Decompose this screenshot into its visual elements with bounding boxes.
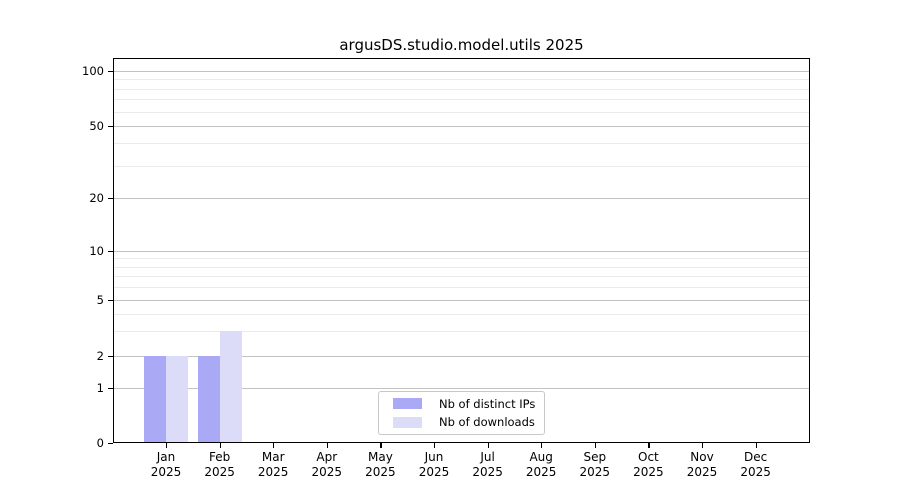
legend-entry-distinct-ips: Nb of distinct IPs [393, 397, 544, 411]
gridline-minor [113, 79, 810, 81]
y-tick-label: 0 [96, 436, 104, 450]
gridline-minor [113, 266, 810, 268]
gridline-minor [113, 258, 810, 260]
y-tick-mark [108, 356, 113, 358]
x-tick-label: Dec 2025 [723, 450, 789, 480]
x-tick-month: Jan [156, 450, 176, 464]
x-tick-month: Jun [424, 450, 444, 464]
x-tick-month: Feb [208, 450, 231, 464]
x-tick-mark [541, 443, 543, 448]
x-tick-label: Jan 2025 [133, 450, 199, 480]
x-tick-month: Dec [743, 450, 768, 464]
bar-downloads [166, 356, 188, 443]
y-tick-label: 2 [96, 349, 104, 363]
x-tick-label: Aug 2025 [508, 450, 574, 480]
gridline-major [113, 71, 810, 72]
x-tick-year: 2025 [311, 465, 343, 479]
x-tick-label: Jun 2025 [401, 450, 467, 480]
y-tick-label: 5 [96, 293, 104, 307]
bar-downloads [219, 331, 242, 443]
x-tick-month: Apr [316, 450, 338, 464]
y-tick-mark [108, 387, 113, 389]
gridline-minor [113, 276, 810, 278]
x-tick-year: 2025 [525, 465, 557, 479]
x-tick-year: 2025 [686, 465, 718, 479]
gridline-minor [113, 143, 810, 145]
legend-label-distinct-ips: Nb of distinct IPs [439, 396, 536, 411]
x-tick-month: Sep [583, 450, 607, 464]
y-tick-label: 10 [89, 244, 104, 258]
x-tick-mark [166, 443, 168, 448]
x-tick-mark [648, 443, 650, 448]
gridline-major [113, 197, 810, 199]
x-tick-label: Sep 2025 [562, 450, 628, 480]
x-tick-month: Nov [690, 450, 714, 464]
y-tick-mark [108, 71, 113, 73]
x-tick-year: 2025 [365, 465, 396, 479]
x-tick-month: Jul [480, 450, 495, 464]
y-tick-label: 50 [89, 119, 104, 133]
chart-title: argusDS.studio.model.utils 2025 [339, 36, 584, 54]
x-tick-year: 2025 [150, 465, 182, 479]
y-tick-mark [108, 443, 113, 445]
gridline-minor [113, 331, 810, 333]
y-tick-mark [108, 300, 113, 302]
x-tick-label: Apr 2025 [294, 450, 360, 480]
x-tick-year: 2025 [257, 465, 289, 479]
x-tick-year: 2025 [204, 465, 235, 479]
x-tick-mark [219, 443, 221, 448]
gridline-major [113, 251, 810, 252]
x-tick-month: May [367, 450, 393, 464]
legend-swatch-distinct-ips [393, 398, 422, 410]
x-tick-mark [434, 443, 436, 448]
x-tick-year: 2025 [740, 465, 771, 479]
gridline-major [113, 387, 810, 389]
gridline-major [113, 126, 810, 127]
x-tick-year: 2025 [579, 465, 611, 479]
x-tick-mark [487, 443, 489, 448]
gridline-minor [113, 88, 810, 90]
x-tick-mark [702, 443, 704, 448]
x-tick-label: Mar 2025 [240, 450, 306, 480]
x-tick-label: Nov 2025 [669, 450, 735, 480]
legend-swatch-downloads [393, 416, 422, 428]
y-tick-mark [108, 126, 113, 128]
bar-distinct-ips [144, 356, 166, 443]
gridline-minor [113, 99, 810, 101]
y-tick-label: 20 [89, 190, 104, 205]
x-tick-label: Oct 2025 [615, 450, 681, 480]
gridline-major [113, 356, 810, 357]
gridline-minor [113, 313, 810, 315]
x-tick-year: 2025 [472, 465, 503, 479]
x-tick-month: Aug [529, 450, 553, 464]
y-tick-label: 1 [96, 380, 104, 395]
gridline-major [113, 300, 810, 301]
x-tick-label: Feb 2025 [187, 450, 253, 480]
x-tick-label: Jul 2025 [455, 450, 521, 480]
x-tick-year: 2025 [633, 465, 664, 479]
x-tick-mark [755, 443, 757, 448]
gridline-minor [113, 111, 810, 113]
x-tick-month: Mar [261, 450, 285, 464]
x-tick-mark [273, 443, 275, 448]
x-tick-mark [326, 443, 328, 448]
gridline-minor [113, 287, 810, 289]
y-tick-label: 100 [82, 64, 104, 78]
legend-label-downloads: Nb of downloads [439, 415, 535, 430]
x-tick-mark [594, 443, 596, 448]
legend: Nb of distinct IPs Nb of downloads [378, 391, 545, 435]
y-tick-mark [108, 197, 113, 199]
plot-area [113, 58, 810, 443]
x-tick-label: May 2025 [347, 450, 413, 480]
x-tick-month: Oct [638, 450, 659, 464]
y-tick-mark [108, 251, 113, 253]
bar-distinct-ips [197, 356, 220, 443]
gridline-minor [113, 165, 810, 167]
x-tick-mark [380, 443, 382, 448]
x-tick-year: 2025 [418, 465, 450, 479]
legend-entry-downloads: Nb of downloads [393, 415, 544, 429]
